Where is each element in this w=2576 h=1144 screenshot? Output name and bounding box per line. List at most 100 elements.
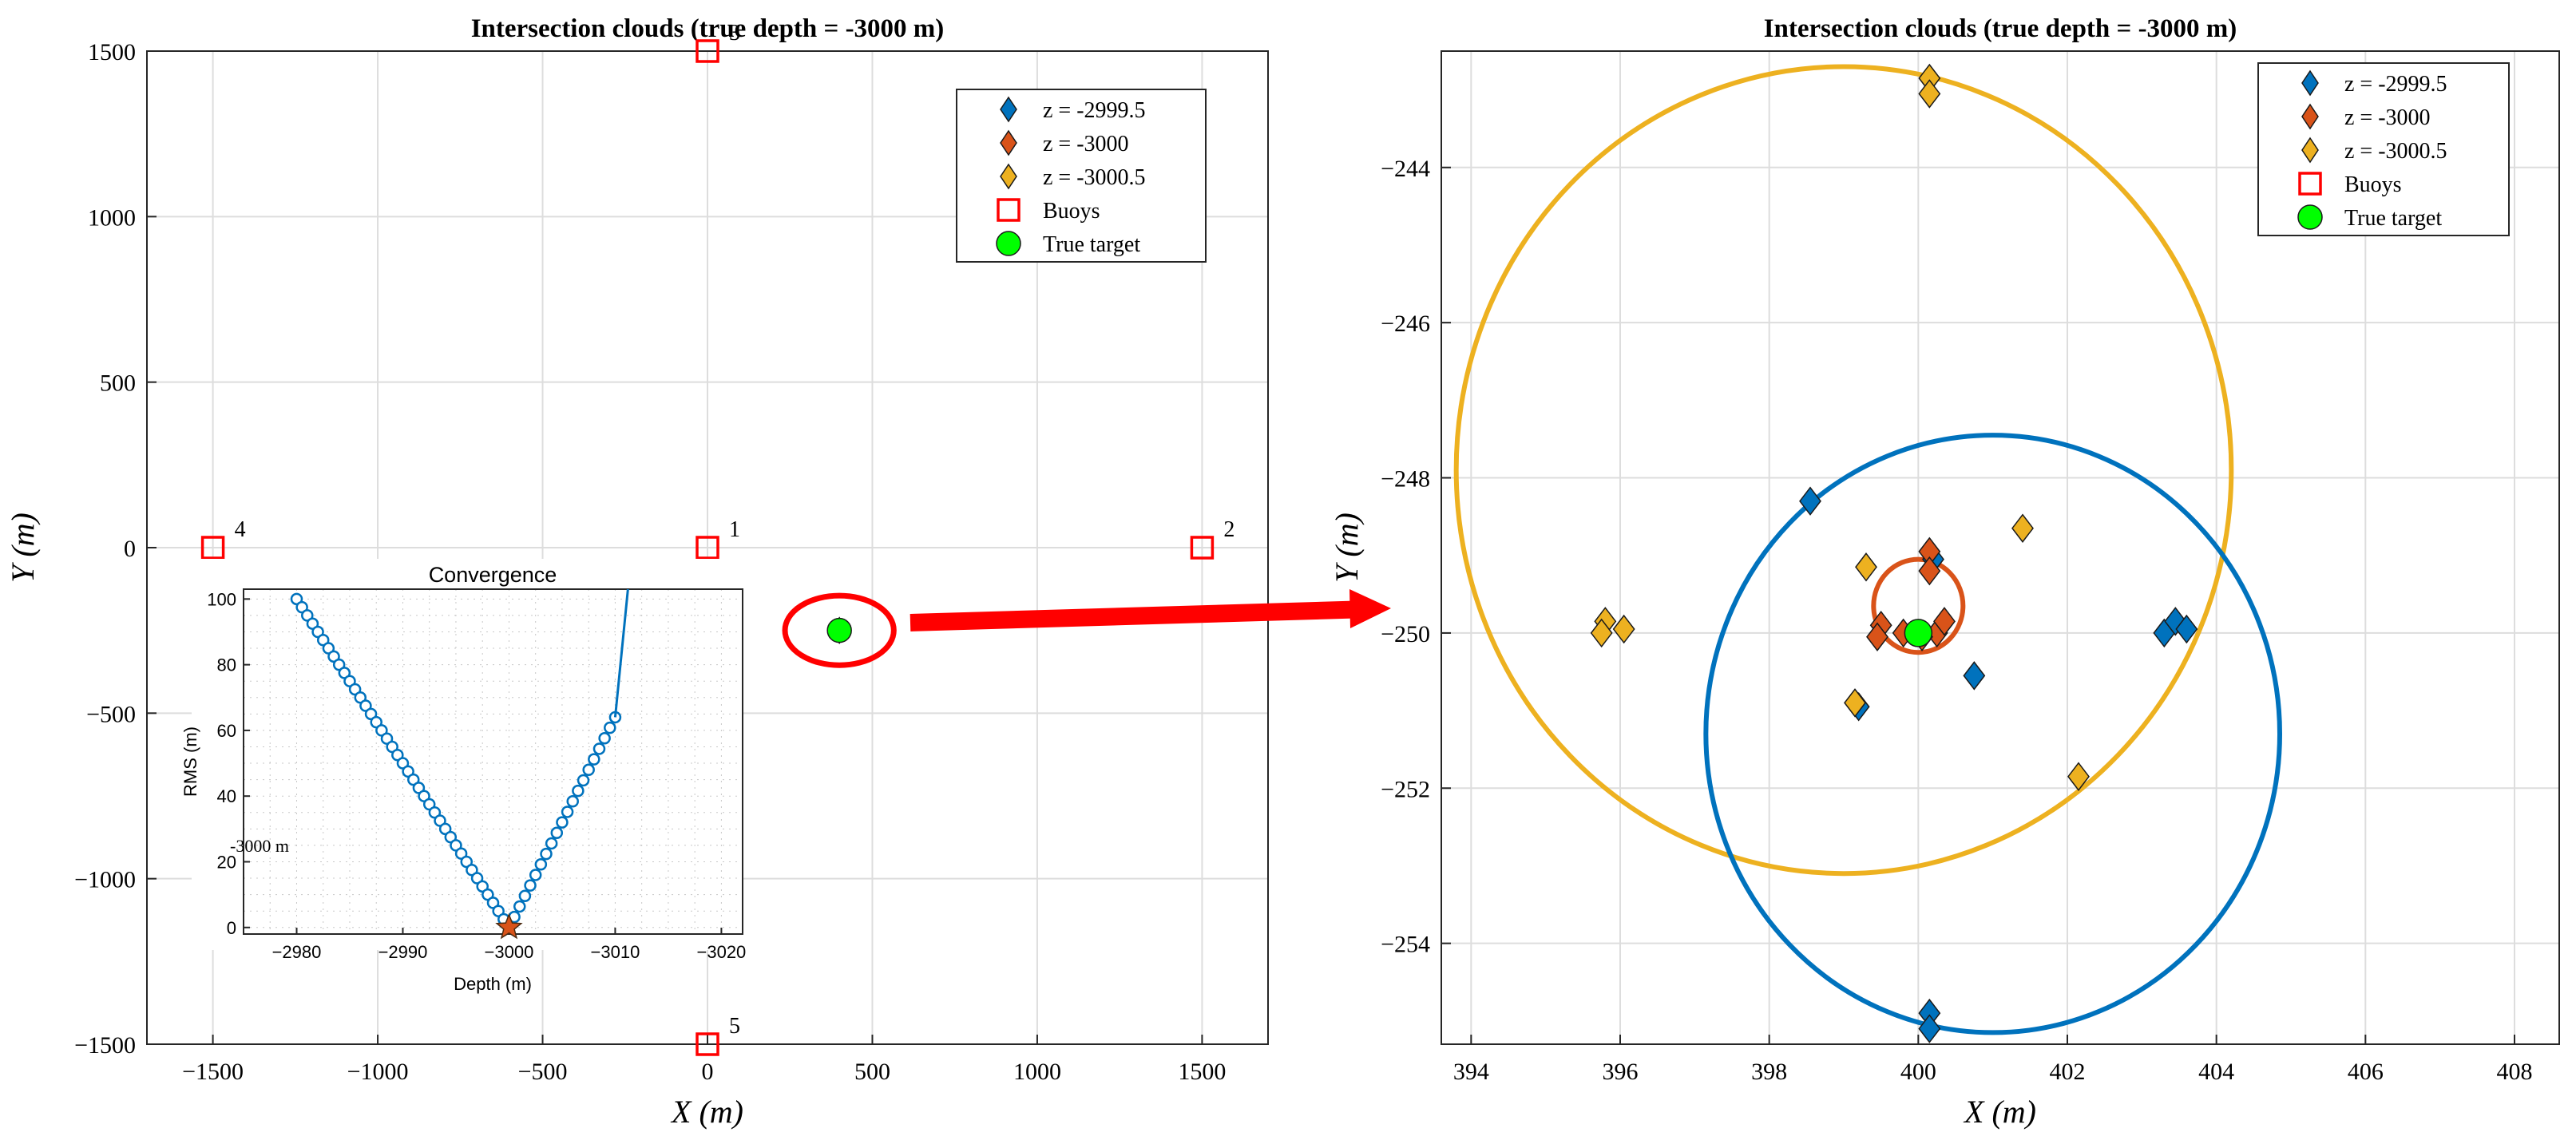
legend-label: True target [2344, 206, 2442, 231]
inset-title: Convergence [429, 563, 557, 587]
legend-label: z = -3000 [2344, 105, 2431, 130]
right-x-axis-label: X (m) [1963, 1094, 2036, 1130]
left-y-tick-label: −1000 [74, 867, 136, 893]
right-x-tick-label: 408 [2497, 1059, 2533, 1085]
inset-series-point [540, 847, 553, 861]
right-y-axis-label: Y (m) [1329, 513, 1365, 583]
right-x-tick-label: 398 [1751, 1059, 1787, 1085]
left-x-tick-label: 1500 [1178, 1059, 1226, 1085]
right-orange-point [1918, 556, 1941, 586]
inset-y-tick-label: 20 [217, 852, 236, 872]
right-blue-point [2175, 614, 2198, 644]
buoy-marker [696, 1032, 719, 1056]
inset-x-tick-label: −3010 [591, 942, 640, 962]
inset-series-point [588, 753, 600, 766]
legend-circle-marker [996, 231, 1021, 256]
legend-label: z = -2999.5 [1043, 98, 1146, 123]
left-x-tick-label: −1000 [347, 1059, 409, 1085]
left-chart: −1500 −1000 −500 0 500 1000 1500−1500−1000−500… [5, 14, 1391, 1130]
left-y-tick-label: 0 [124, 536, 136, 562]
inset-series-point [582, 763, 595, 777]
left-x-tick-label: 500 [854, 1059, 890, 1085]
zoom-arrow-head [1349, 589, 1391, 628]
right-yellow-point [1612, 614, 1635, 644]
right-y-tick-label: −250 [1381, 621, 1430, 647]
inset-series-point [534, 858, 548, 871]
right-y-tick-label: −248 [1381, 466, 1430, 493]
inset-chart: −2980 −2990 −3000 −3010 −3020 0 20 40 60 80 100 Co… [180, 559, 746, 994]
inset-series-point [550, 826, 564, 840]
left-y-axis-label: Y (m) [5, 513, 41, 583]
cluster-true-target [826, 617, 852, 643]
right-legend: z = -2999.5 z = -3000 z = -3000.5 Buoys True… [2257, 62, 2510, 236]
right-grid [1441, 51, 2559, 1044]
legend-square-marker [997, 198, 1020, 222]
inset-y-tick-label: 80 [217, 655, 236, 675]
right-yellow-point [1855, 552, 1877, 582]
right-yellow-point [1844, 688, 1866, 718]
legend-label: True target [1043, 232, 1140, 257]
legend-label: Buoys [1043, 199, 1100, 224]
legend-label: z = -3000.5 [2344, 139, 2447, 164]
inset-x-tick-label: −3020 [697, 942, 747, 962]
right-yellow-point [1918, 79, 1941, 109]
legend-box [956, 89, 1207, 263]
legend-diamond-marker [2301, 103, 2319, 130]
inset-y-tick-label: 60 [217, 721, 236, 741]
inset-series-markers [290, 588, 629, 934]
legend-diamond-marker [1000, 96, 1017, 123]
inset-series-point [598, 732, 611, 745]
right-blue-point [1799, 486, 1821, 516]
right-blue-point [1963, 661, 1986, 691]
right-points [1590, 63, 2198, 1043]
buoy-label: 2 [1223, 517, 1234, 542]
legend-square-marker [2298, 172, 2322, 196]
right-x-tick-label: 394 [1453, 1059, 1489, 1085]
inset-y-axis-label: RMS (m) [180, 726, 200, 797]
left-y-tick-label: −500 [86, 701, 136, 727]
inset-annotation: -3000 m [230, 836, 289, 856]
right-blue-point [1918, 1014, 1941, 1043]
buoy-marker [200, 536, 225, 560]
left-x-tick-label: −1500 [182, 1059, 244, 1085]
legend-diamond-marker [2301, 69, 2319, 97]
inset-series-point [545, 837, 558, 850]
right-x-tick-label: 402 [2050, 1059, 2086, 1085]
left-x-tick-label: 0 [702, 1059, 714, 1085]
buoy-label: 1 [729, 517, 740, 542]
inset-x-axis-label: Depth (m) [454, 974, 532, 994]
inset-series-point [592, 742, 606, 755]
inset-y-tick-label: 0 [227, 918, 236, 938]
buoy-label: 5 [729, 1014, 740, 1039]
right-chart: 394 396 398 400 402 404 406 408 −254 −252 −250 −248… [1329, 14, 2560, 1130]
inset-series-point [577, 774, 590, 787]
right-yellow-circle [1453, 64, 2234, 877]
legend-diamond-marker [2301, 137, 2319, 164]
legend-label: Buoys [2344, 172, 2402, 197]
right-yellow-point [1590, 618, 1613, 648]
right-y-tick-label: −252 [1381, 776, 1430, 802]
right-x-tick-label: 404 [2198, 1059, 2234, 1085]
right-x-tick-label: 400 [1900, 1059, 1936, 1085]
inset-series-point [566, 795, 579, 808]
inset-x-tick-label: −2980 [272, 942, 322, 962]
left-y-tick-label: 1000 [88, 204, 136, 231]
inset-x-tick-label: −3000 [485, 942, 534, 962]
legend-diamond-marker [1000, 129, 1017, 156]
right-x-tick-label: 396 [1603, 1059, 1639, 1085]
right-chart-title: Intersection clouds (true depth = -3000 … [1764, 14, 2237, 43]
buoy-label: 4 [235, 517, 246, 542]
right-yellow-point [2067, 762, 2090, 791]
inset-series-point [604, 721, 616, 734]
inset-ticks: −2980 −2990 −3000 −3010 −3020 0 20 40 60 80 100 [207, 589, 746, 962]
buoy-marker [696, 536, 719, 560]
legend-box [2257, 62, 2510, 236]
left-y-tick-label: 1500 [88, 39, 136, 65]
right-x-tick-label: 406 [2348, 1059, 2384, 1085]
left-chart-title: Intersection clouds (true depth = -3000 … [471, 14, 945, 43]
right-y-tick-label: −254 [1381, 932, 1430, 958]
buoy-marker [696, 39, 719, 63]
left-x-tick-label: 1000 [1013, 1059, 1061, 1085]
inset-frame [243, 588, 743, 935]
